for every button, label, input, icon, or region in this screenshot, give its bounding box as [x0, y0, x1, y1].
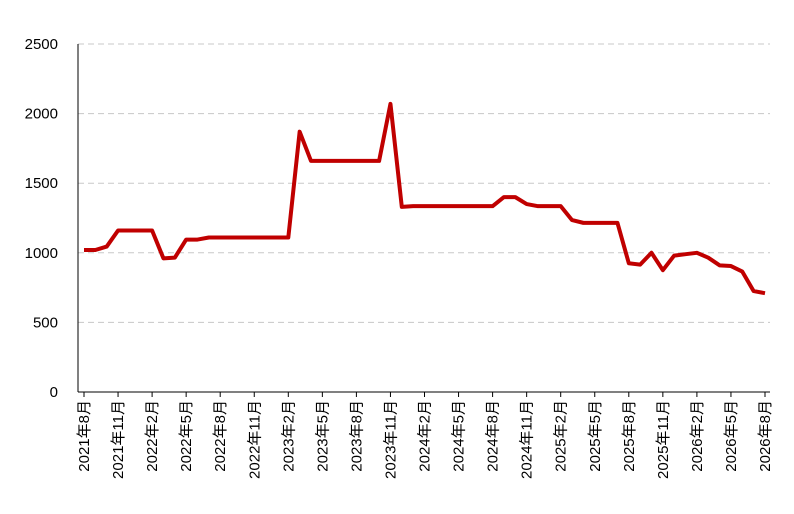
x-tick-label: 2024年11月 [519, 400, 536, 479]
x-tick-label: 2022年2月 [144, 400, 161, 472]
y-tick-label: 500 [33, 314, 58, 331]
y-tick-label: 2500 [25, 36, 58, 53]
y-tick-label: 0 [50, 384, 58, 401]
x-tick-label: 2021年8月 [76, 400, 93, 472]
x-tick-label: 2023年11月 [382, 400, 399, 479]
x-tick-label: 2025年8月 [621, 400, 638, 472]
x-tick-label: 2025年5月 [587, 400, 604, 472]
x-tick-label: 2022年5月 [178, 400, 195, 472]
x-tick-label: 2024年8月 [485, 400, 502, 472]
x-tick-label: 2025年11月 [655, 400, 672, 479]
x-tick-label: 2023年5月 [314, 400, 331, 472]
data-line [84, 101, 766, 296]
x-tick-label: 2026年5月 [723, 400, 740, 472]
x-tick-label: 2026年2月 [689, 400, 706, 472]
y-tick-label: 2000 [25, 106, 58, 123]
x-tick-label: 2025年2月 [553, 400, 570, 472]
x-tick-label: 2024年5月 [451, 400, 468, 472]
x-tick-label: 2024年2月 [417, 400, 434, 472]
x-tick-label: 2026年8月 [757, 400, 774, 472]
x-tick-label: 2023年8月 [348, 400, 365, 472]
x-tick-label: 2022年11月 [246, 400, 263, 479]
x-tick-label: 2021年11月 [110, 400, 127, 479]
y-tick-label: 1000 [25, 245, 58, 262]
x-tick-label: 2022年8月 [212, 400, 229, 472]
y-tick-label: 1500 [25, 175, 58, 192]
x-tick-label: 2023年2月 [280, 400, 297, 472]
